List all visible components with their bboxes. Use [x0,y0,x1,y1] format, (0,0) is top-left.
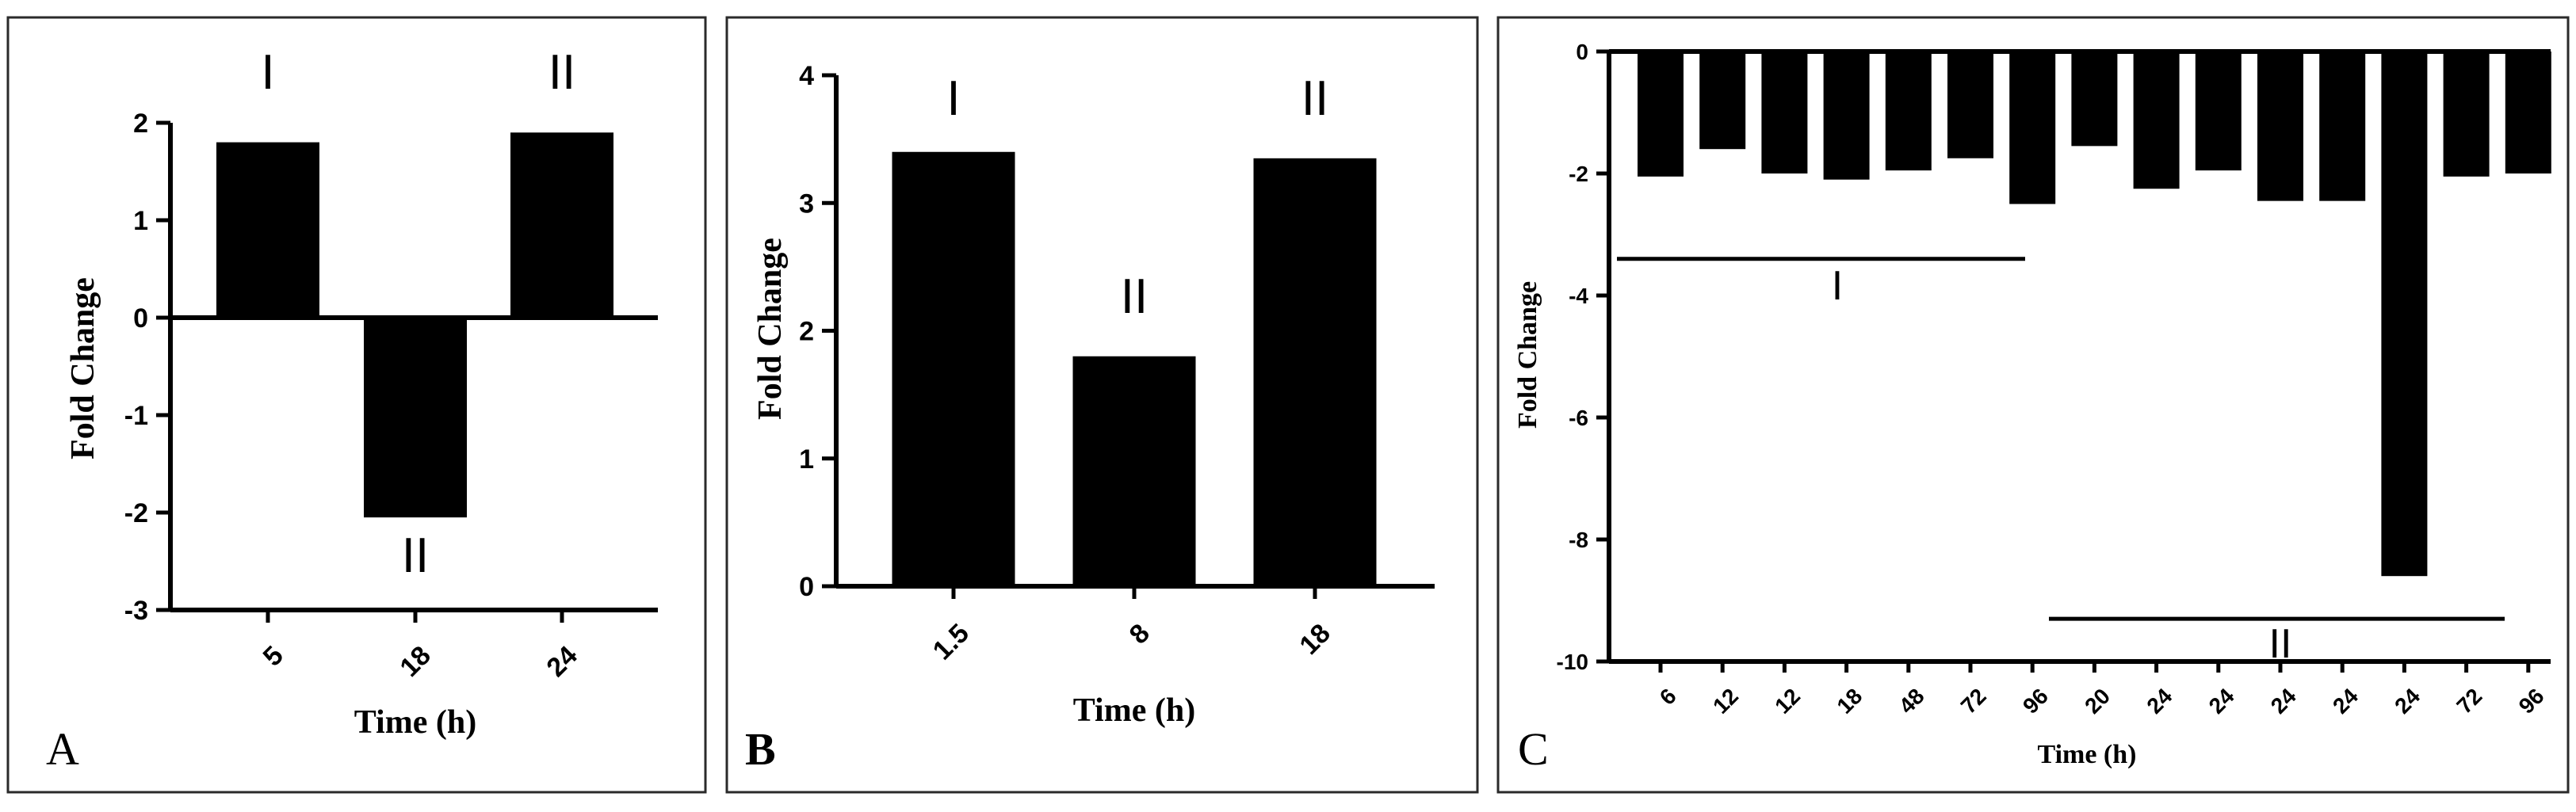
bar-annotation: I [261,45,274,100]
y-tick-label: -1 [124,401,148,431]
panel-letter-b: B [745,723,776,775]
bar-annotation: I [946,71,960,126]
x-axis-label: Time (h) [1073,692,1195,729]
bar-c-7 [2071,51,2118,147]
y-tick-label: -3 [124,596,148,626]
y-tick-label: -8 [1569,528,1588,552]
bar-c-10 [2257,51,2303,201]
bar-c-3 [1823,51,1870,180]
bar-b-2 [1253,158,1377,586]
bar-c-12 [2381,51,2428,577]
y-tick-label: 2 [799,317,814,347]
bar-c-2 [1761,51,1808,173]
y-tick-label: -2 [1569,162,1588,186]
bar-b-0 [892,151,1015,586]
bar-c-5 [1947,51,1993,158]
bar-c-8 [2133,51,2180,189]
bar-a-2 [510,132,613,318]
y-axis-label: Fold Change [65,277,101,459]
chart-c: 0-2-4-6-8-106 12 12 18 48 72 96 20 24 24 24 24 24 72 9… [1513,40,2551,769]
bar-annotation: II [402,528,429,583]
x-axis-label: Time (h) [2038,740,2137,769]
y-tick-label: 1 [133,206,148,236]
bar-c-4 [1885,51,1932,171]
y-tick-label: -10 [1557,650,1588,674]
y-tick-label: -6 [1569,406,1588,430]
bar-c-9 [2195,51,2242,171]
bar-a-1 [364,318,467,518]
bar-annotation: II [1301,71,1328,126]
y-tick-label: 0 [133,303,148,334]
group-label: I [1832,263,1843,309]
bar-c-13 [2443,51,2490,177]
y-tick-label: -2 [124,498,148,528]
y-tick-label: 1 [799,444,814,475]
bar-c-11 [2319,51,2366,201]
y-tick-label: 0 [799,572,814,602]
bar-b-1 [1072,356,1196,586]
bar-a-0 [216,142,319,318]
y-axis-label: Fold Change [752,238,789,420]
panel-letter-c: C [1518,723,1549,775]
y-tick-label: 2 [133,109,148,139]
panel-letter-a: A [46,723,79,775]
bar-annotation: II [548,45,575,100]
x-axis-label: Time (h) [354,704,476,741]
bar-annotation: II [1121,269,1148,324]
bar-c-1 [1699,51,1746,150]
y-tick-label: 4 [799,61,814,91]
bar-c-14 [2505,51,2551,173]
group-label: II [2269,621,2292,667]
bar-c-0 [1638,51,1684,177]
y-tick-label: -4 [1569,284,1588,308]
y-axis-label: Fold Change [1513,281,1542,429]
y-tick-label: 3 [799,189,814,219]
bar-c-6 [2009,51,2056,204]
y-tick-label: 0 [1576,40,1588,64]
